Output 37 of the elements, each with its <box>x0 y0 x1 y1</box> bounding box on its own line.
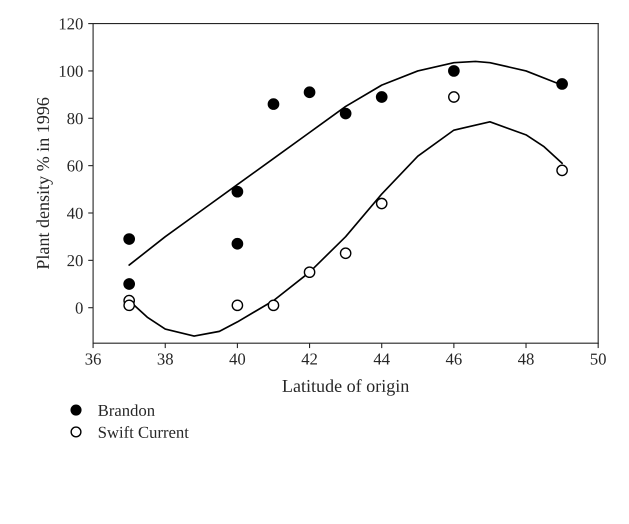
x-tick-label: 48 <box>518 353 534 365</box>
y-tick-label: 100 <box>60 66 83 77</box>
point <box>448 65 460 77</box>
point <box>232 186 244 198</box>
point <box>376 91 388 103</box>
y-tick-label: 60 <box>67 160 83 172</box>
x-axis-title: Latitude of origin <box>282 379 410 396</box>
x-tick-label: 46 <box>446 353 462 365</box>
y-tick-label: 0 <box>76 302 83 314</box>
point <box>123 233 136 245</box>
point <box>376 198 388 210</box>
x-tick-label: 36 <box>86 353 101 365</box>
point <box>340 108 352 120</box>
point <box>556 78 568 90</box>
point <box>304 266 316 278</box>
y-tick-label: 20 <box>67 255 83 266</box>
x-tick-label: 40 <box>229 353 246 365</box>
point <box>123 278 136 290</box>
point <box>232 238 244 250</box>
point <box>123 299 136 312</box>
y-tick-label: 40 <box>67 208 83 219</box>
point <box>304 86 316 98</box>
legend-label: Swift Current <box>98 426 189 438</box>
x-tick-label: 44 <box>374 354 390 365</box>
x-tick-label: 50 <box>590 353 606 365</box>
point <box>268 98 280 110</box>
x-tick-label: 42 <box>302 353 317 365</box>
point <box>556 164 568 176</box>
point <box>448 91 460 103</box>
x-tick-label: 38 <box>158 353 173 365</box>
legend-label: Brandon <box>98 404 155 416</box>
y-tick-label: 120 <box>60 18 83 30</box>
point <box>232 299 244 312</box>
point <box>268 299 280 312</box>
y-axis-title: Plant density % in 1996 <box>36 98 53 270</box>
point <box>340 247 352 260</box>
y-tick-label: 80 <box>67 112 83 124</box>
